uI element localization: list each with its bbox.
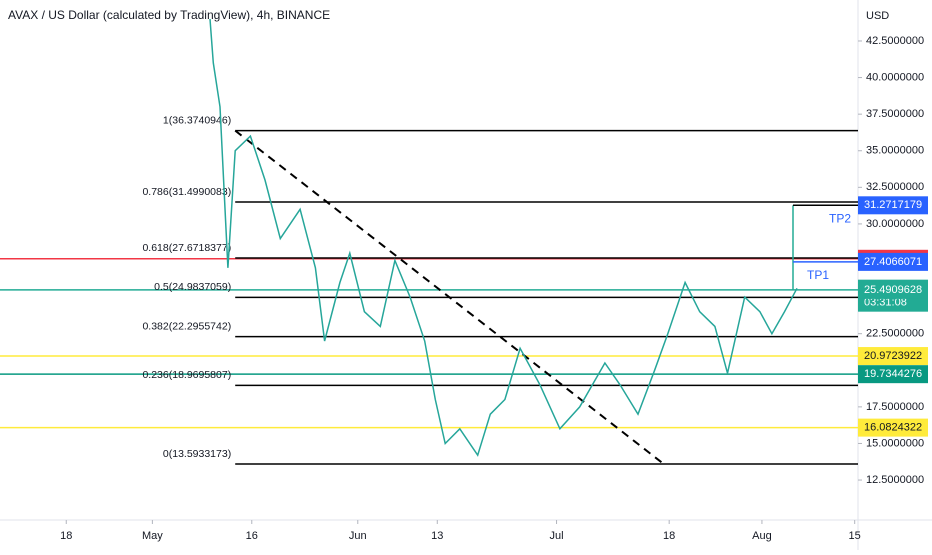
x-tick-label: May — [142, 530, 163, 542]
y-tick-label: 30.0000000 — [866, 218, 924, 230]
price-tag — [858, 365, 928, 384]
price-tag — [858, 196, 928, 215]
x-tick-label: 15 — [849, 530, 861, 542]
y-tick-label: 37.5000000 — [866, 108, 924, 120]
price-tag — [858, 418, 928, 437]
x-tick-label: 18 — [663, 530, 675, 542]
x-tick-label: 16 — [246, 530, 258, 542]
y-tick-label: 17.5000000 — [866, 401, 924, 413]
price-tag-label: 20.9723922 — [864, 350, 922, 362]
y-tick-label: 32.5000000 — [866, 181, 924, 193]
y-tick-label: 35.0000000 — [866, 145, 924, 157]
fib-label: 0.786(31.4990083) — [142, 186, 231, 198]
price-tag-label: 27.4066071 — [864, 256, 922, 268]
x-tick-label: Jun — [349, 530, 367, 542]
annotation: TP1 — [807, 268, 829, 282]
fib-label: 0(13.5933173) — [163, 448, 231, 460]
fib-label: 0.618(27.6718377) — [142, 242, 231, 254]
trend-line — [234, 129, 666, 466]
countdown: 03:31:08 — [864, 297, 907, 309]
y-tick-label: 22.5000000 — [866, 328, 924, 340]
x-tick-label: 18 — [60, 530, 72, 542]
fib-label: 0.382(22.2955742) — [142, 320, 231, 332]
y-tick-label: 40.0000000 — [866, 71, 924, 83]
fib-label: 0.5(24.9837059) — [154, 281, 231, 293]
price-tag — [858, 252, 928, 271]
price-tag — [858, 347, 928, 366]
annotation: TP2 — [829, 211, 851, 225]
price-tag-label: 31.2717179 — [864, 199, 922, 211]
y-tick-label: 15.0000000 — [866, 437, 924, 449]
y-tick-label: 12.5000000 — [866, 474, 924, 486]
x-tick-label: 13 — [431, 530, 443, 542]
x-tick-label: Aug — [752, 530, 772, 542]
fib-label: 0.236(18.9695807) — [142, 369, 231, 381]
price-tag-label: 19.7344276 — [864, 368, 922, 380]
price-tag-label: 16.0824322 — [864, 422, 922, 434]
y-axis-label: USD — [866, 10, 889, 22]
y-tick-label: 42.5000000 — [866, 35, 924, 47]
fib-label: 1(36.3740946) — [163, 114, 231, 126]
price-tag-label: 25.4909628 — [864, 284, 922, 296]
chart-title: AVAX / US Dollar (calculated by TradingV… — [8, 8, 330, 22]
price-tag — [858, 280, 928, 299]
price-line-series — [209, 18, 798, 457]
x-tick-label: Jul — [550, 530, 564, 542]
